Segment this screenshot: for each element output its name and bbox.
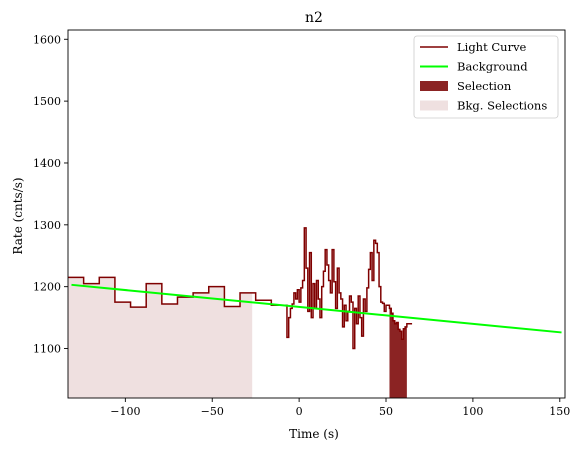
light-curve-line [68, 227, 413, 350]
x-tick-label: 150 [549, 405, 570, 418]
y-axis-label: Rate (cnts/s) [11, 177, 25, 254]
axes-frame [67, 29, 566, 399]
y-tick-label: 1200 [33, 281, 61, 294]
legend-box [413, 35, 559, 119]
x-tick-label: 50 [379, 405, 393, 418]
legend-swatch [420, 100, 448, 111]
legend-label: Selection [457, 79, 512, 93]
bkg-selection-region [68, 277, 253, 398]
x-tick-label: −100 [110, 405, 140, 418]
x-tick-label: −50 [201, 405, 224, 418]
chart-title: n2 [305, 10, 323, 26]
legend-label: Bkg. Selections [457, 99, 547, 113]
x-tick-label: 0 [296, 405, 303, 418]
x-tick-label: 100 [462, 405, 483, 418]
selection-region [389, 308, 407, 398]
legend-swatch [420, 81, 448, 91]
y-tick-label: 1300 [33, 219, 61, 232]
background-line [71, 283, 562, 334]
y-tick-label: 1400 [33, 157, 61, 170]
y-tick-label: 1600 [33, 33, 61, 46]
x-axis-label: Time (s) [289, 427, 339, 441]
legend: Light Curve Background Selection Bkg. Selec… [413, 35, 559, 119]
plot-area: −100 −50 0 50 100 150 1100 1200 1300 1400 1500 1600 [33, 29, 570, 418]
legend-label: Light Curve [457, 40, 527, 54]
y-tick-label: 1100 [33, 343, 61, 356]
legend-label: Background [457, 60, 528, 74]
y-tick-label: 1500 [33, 95, 61, 108]
